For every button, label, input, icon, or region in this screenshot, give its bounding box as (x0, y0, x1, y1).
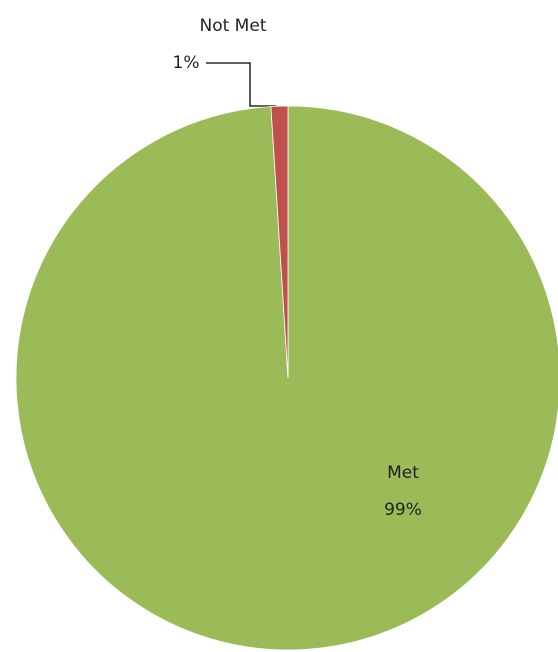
category-label: Met (387, 463, 419, 483)
value-label: 1% (173, 53, 200, 73)
value-label: 99% (384, 500, 422, 520)
leader-line (206, 62, 276, 107)
category-label: Not Met (200, 16, 267, 36)
pie-slice (15, 105, 558, 651)
pie-slice (270, 105, 289, 379)
